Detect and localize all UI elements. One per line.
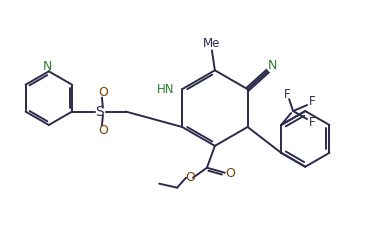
Text: Me: Me: [203, 37, 221, 50]
Text: S: S: [96, 105, 104, 119]
Text: N: N: [268, 59, 277, 72]
Text: F: F: [309, 116, 315, 128]
Text: HN: HN: [157, 83, 174, 96]
Text: N: N: [43, 60, 53, 73]
Text: O: O: [185, 171, 195, 184]
Text: O: O: [98, 124, 108, 137]
Text: O: O: [98, 86, 108, 99]
Text: F: F: [309, 95, 315, 108]
Text: O: O: [225, 167, 235, 180]
Text: F: F: [284, 88, 291, 101]
